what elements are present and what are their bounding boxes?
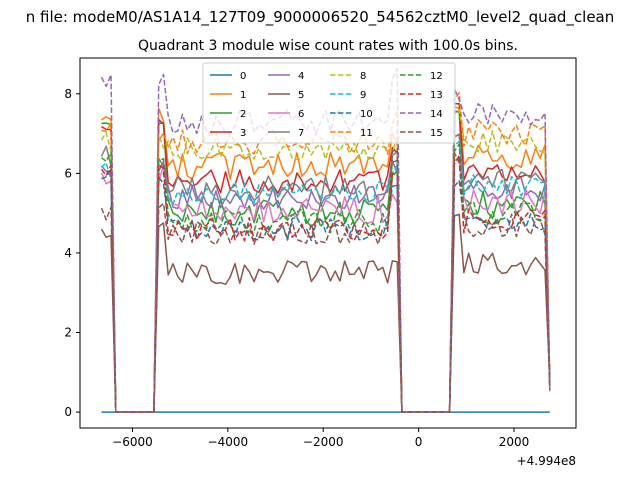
series-line-3 <box>101 102 551 413</box>
x-tick-label: −4000 <box>208 435 249 449</box>
legend-label-12: 12 <box>430 71 443 82</box>
y-tick-label: 4 <box>64 246 72 260</box>
y-tick-label: 2 <box>64 326 72 340</box>
legend-label-2: 2 <box>240 109 246 120</box>
y-tick-label: 0 <box>64 405 72 419</box>
figure-suptitle: n file: modeM0/AS1A14_127T09_9000006520_… <box>26 8 615 27</box>
series-line-12 <box>101 143 551 413</box>
x-tick-label: 0 <box>415 435 423 449</box>
x-offset-label: +4.994e8 <box>517 454 576 468</box>
x-tick-label: 2000 <box>499 435 530 449</box>
plot-frame <box>79 57 577 429</box>
series-line-15 <box>100 148 551 413</box>
chart-title: Quadrant 3 module wise count rates with … <box>138 38 518 54</box>
series-line-7 <box>100 133 551 413</box>
legend-label-5: 5 <box>298 90 304 101</box>
series-line-10 <box>101 168 551 413</box>
x-tick-label: −2000 <box>303 435 344 449</box>
x-tick-label: −6000 <box>112 435 153 449</box>
legend-label-15: 15 <box>430 128 443 139</box>
legend-label-3: 3 <box>240 128 246 139</box>
x-axis: −6000 −4000 −2000 0 2000 <box>112 428 529 449</box>
y-tick-label: 6 <box>64 166 72 180</box>
legend-label-14: 14 <box>430 109 443 120</box>
legend-label-7: 7 <box>298 128 304 139</box>
series-line-8 <box>100 109 551 413</box>
series-line-6 <box>100 157 551 413</box>
legend-label-6: 6 <box>298 109 304 120</box>
legend-label-4: 4 <box>298 71 304 82</box>
series-line-13 <box>100 154 551 413</box>
legend-label-0: 0 <box>240 71 246 82</box>
legend-frame <box>202 62 456 144</box>
y-axis: 0 2 4 6 8 <box>64 87 80 419</box>
legend-label-1: 1 <box>240 90 246 101</box>
legend-label-8: 8 <box>360 71 366 82</box>
legend-label-10: 10 <box>360 109 373 120</box>
y-tick-label: 8 <box>64 87 72 101</box>
legend-label-9: 9 <box>360 90 366 101</box>
series-line-5 <box>100 213 551 413</box>
series-line-1 <box>101 105 551 413</box>
series-line-9 <box>100 140 551 413</box>
legend-label-11: 11 <box>360 128 373 139</box>
legend-label-13: 13 <box>430 90 443 101</box>
